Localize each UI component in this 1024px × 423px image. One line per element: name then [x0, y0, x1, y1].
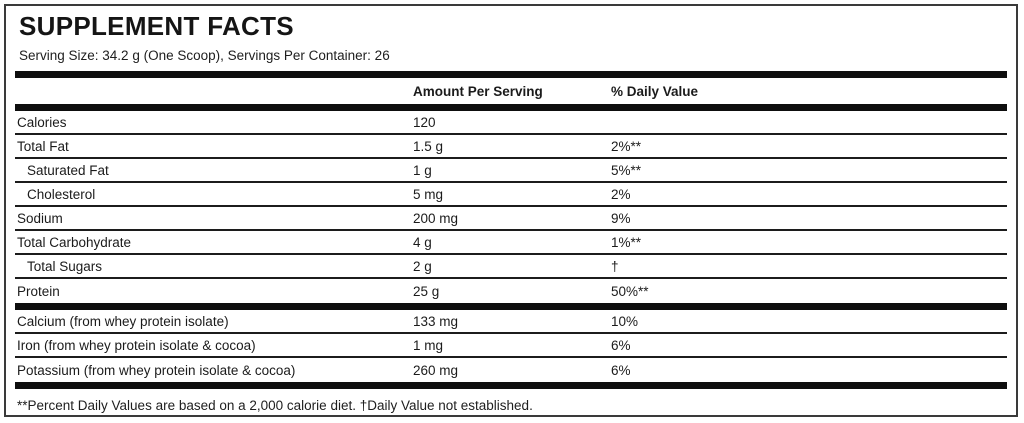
- nutrient-amount: 1 g: [413, 162, 432, 178]
- table-row-sodium: Sodium 200 mg 9%: [15, 207, 1007, 231]
- nutrient-daily-value: 6%: [611, 362, 631, 378]
- nutrient-daily-value: 10%: [611, 313, 639, 329]
- nutrient-amount: 200 mg: [413, 210, 459, 226]
- nutrient-amount: 260 mg: [413, 362, 459, 378]
- thick-divider-top: [15, 71, 1007, 78]
- table-row-potassium: Potassium (from whey protein isolate & c…: [15, 358, 1007, 382]
- table-row-protein: Protein 25 g 50%**: [15, 279, 1007, 303]
- nutrient-amount: 5 mg: [413, 186, 444, 202]
- nutrient-amount: 1.5 g: [413, 138, 444, 154]
- nutrient-name: Potassium (from whey protein isolate & c…: [17, 362, 296, 378]
- nutrient-daily-value: 2%**: [611, 138, 642, 154]
- column-header-row: Amount Per Serving % Daily Value: [15, 78, 1007, 104]
- nutrient-name: Protein: [17, 283, 60, 299]
- nutrient-amount: 4 g: [413, 234, 432, 250]
- nutrient-daily-value: 5%**: [611, 162, 642, 178]
- panel-title: SUPPLEMENT FACTS: [19, 11, 294, 41]
- nutrient-amount: 1 mg: [413, 337, 444, 353]
- serving-info: Serving Size: 34.2 g (One Scoop), Servin…: [19, 48, 390, 63]
- table-row-calcium: Calcium (from whey protein isolate) 133 …: [15, 310, 1007, 334]
- table-row-saturated-fat: Saturated Fat 1 g 5%**: [15, 159, 1007, 183]
- nutrient-daily-value: 50%**: [611, 283, 649, 299]
- table-row-cholesterol: Cholesterol 5 mg 2%: [15, 183, 1007, 207]
- nutrient-amount: 133 mg: [413, 313, 459, 329]
- table-row-total-sugars: Total Sugars 2 g †: [15, 255, 1007, 279]
- daily-value-footnote: **Percent Daily Values are based on a 2,…: [17, 398, 533, 413]
- nutrient-amount: 25 g: [413, 283, 440, 299]
- supplement-facts-panel: SUPPLEMENT FACTS Serving Size: 34.2 g (O…: [4, 4, 1018, 417]
- table-row-total-fat: Total Fat 1.5 g 2%**: [15, 135, 1007, 159]
- nutrient-name: Total Fat: [17, 138, 69, 154]
- nutrient-name: Calories: [17, 114, 67, 130]
- thick-divider-bottom: [15, 382, 1007, 389]
- nutrient-name: Total Sugars: [27, 258, 103, 274]
- table-row-iron: Iron (from whey protein isolate & cocoa)…: [15, 334, 1007, 358]
- thick-divider-minerals: [15, 303, 1007, 310]
- nutrient-daily-value: 9%: [611, 210, 631, 226]
- nutrient-daily-value: 6%: [611, 337, 631, 353]
- nutrient-daily-value: †: [611, 258, 619, 274]
- nutrient-name: Saturated Fat: [27, 162, 109, 178]
- nutrient-name: Cholesterol: [27, 186, 96, 202]
- nutrient-amount: 2 g: [413, 258, 432, 274]
- nutrient-name: Calcium (from whey protein isolate): [17, 313, 229, 329]
- nutrient-name: Iron (from whey protein isolate & cocoa): [17, 337, 256, 353]
- nutrient-name: Total Carbohydrate: [17, 234, 132, 250]
- nutrient-daily-value: 1%**: [611, 234, 642, 250]
- nutrient-amount: 120: [413, 114, 436, 130]
- thick-divider-header: [15, 104, 1007, 111]
- daily-value-header: % Daily Value: [611, 83, 699, 99]
- nutrient-name: Sodium: [17, 210, 63, 226]
- table-row-total-carbohydrate: Total Carbohydrate 4 g 1%**: [15, 231, 1007, 255]
- amount-per-serving-header: Amount Per Serving: [413, 83, 543, 99]
- nutrient-daily-value: 2%: [611, 186, 631, 202]
- table-row-calories: Calories 120: [15, 111, 1007, 135]
